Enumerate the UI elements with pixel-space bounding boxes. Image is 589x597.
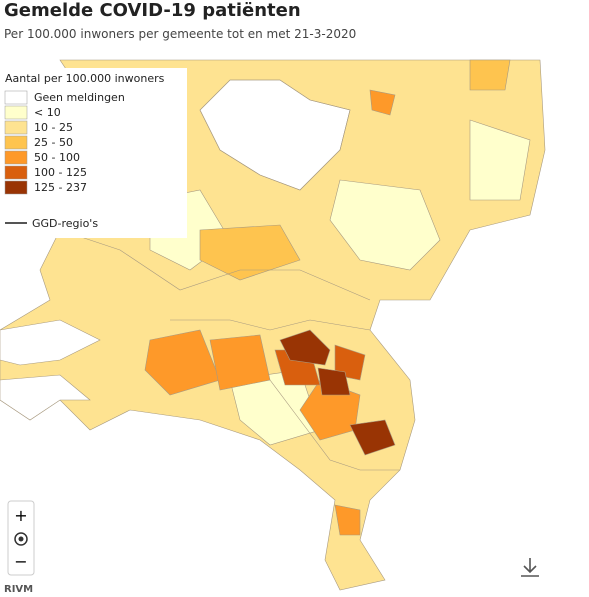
reset-button[interactable] xyxy=(14,532,28,546)
legend-label: 25 - 50 xyxy=(34,136,73,149)
legend-boundary: GGD-regio's xyxy=(32,217,98,230)
legend-swatch xyxy=(4,180,28,195)
download-button[interactable] xyxy=(521,558,539,577)
legend-swatch xyxy=(4,90,28,105)
zoom-in[interactable]: + xyxy=(14,506,27,525)
source: RIVM xyxy=(4,584,33,595)
legend-label: Geen meldingen xyxy=(34,91,125,104)
legend-label: 100 - 125 xyxy=(34,166,87,179)
legend-swatch xyxy=(4,165,28,180)
legend-label: 50 - 100 xyxy=(34,151,80,164)
legend-swatch xyxy=(4,150,28,165)
legend-label: 10 - 25 xyxy=(34,121,73,134)
reset-icon xyxy=(18,536,24,542)
legend: Geen meldingen < 10 10 - 25 25 - 50 50 - 100… xyxy=(4,90,125,195)
subtitle: Per 100.000 inwoners per gemeente tot en… xyxy=(4,27,356,41)
zoom-out[interactable]: − xyxy=(14,552,27,571)
legend-label: < 10 xyxy=(34,106,61,119)
legend-label: 125 - 237 xyxy=(34,181,87,194)
title: Gemelde COVID-19 patiënten xyxy=(4,0,301,21)
legend-swatch xyxy=(4,120,28,135)
legend-swatch xyxy=(4,105,28,120)
legend-swatch xyxy=(4,135,28,150)
legend-bg xyxy=(2,68,187,238)
legend-title: Aantal per 100.000 inwoners xyxy=(5,72,165,85)
